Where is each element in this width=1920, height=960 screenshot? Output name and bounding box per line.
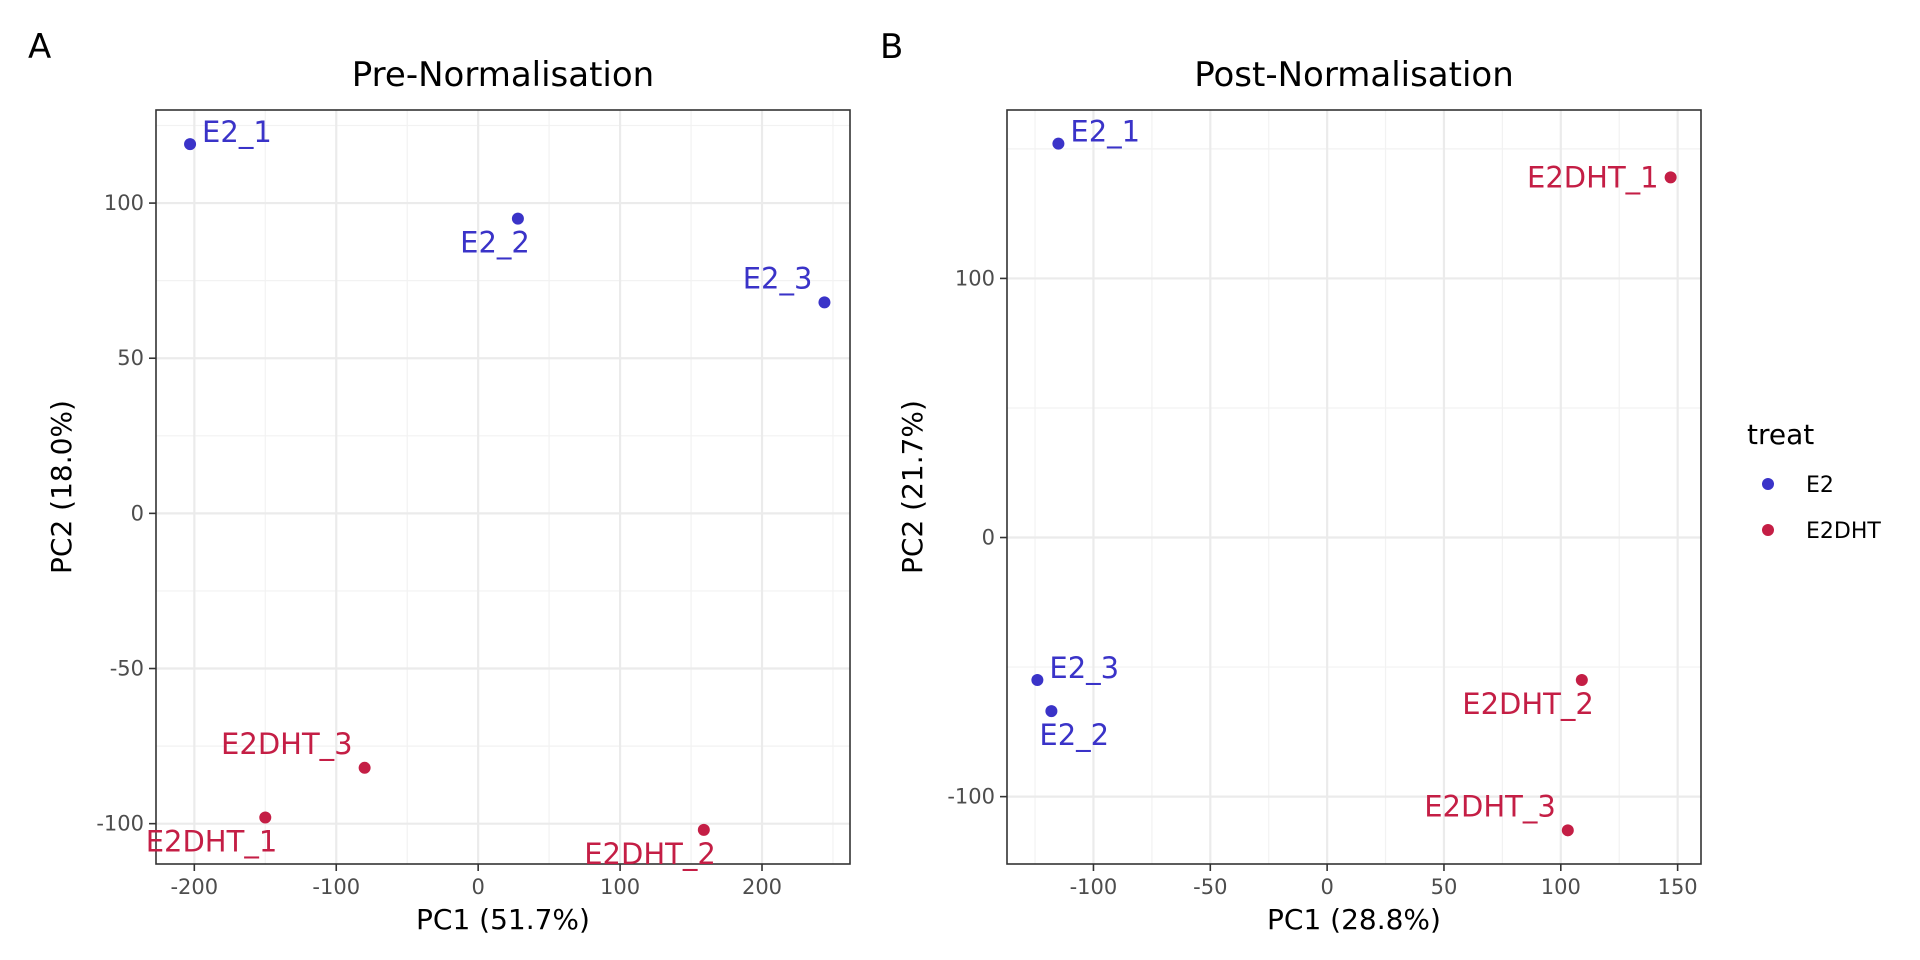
legend-marker-e2dht bbox=[1762, 524, 1774, 536]
point-label-e2-3: E2_3 bbox=[1049, 651, 1119, 685]
point-label-e2dht-3: E2DHT_3 bbox=[1424, 789, 1556, 823]
panel-a-y-tick-label: 50 bbox=[117, 346, 144, 370]
point-e2dht-3 bbox=[358, 761, 371, 774]
point-e2dht-1 bbox=[1664, 171, 1677, 184]
point-label-e2-1: E2_1 bbox=[1070, 115, 1140, 149]
point-e2-3 bbox=[1031, 674, 1044, 687]
panel-a-y-tick-label: 0 bbox=[131, 501, 144, 525]
panel-b-title: Post-Normalisation bbox=[1194, 55, 1514, 95]
legend-label-e2: E2 bbox=[1806, 473, 1834, 498]
panel-a-frame bbox=[155, 109, 851, 865]
panel-a-title: Pre-Normalisation bbox=[352, 55, 654, 95]
legend-marker-e2 bbox=[1762, 478, 1774, 490]
panel-b-y-tick-label: 0 bbox=[982, 526, 995, 550]
panel-a-y-tick-label: 100 bbox=[104, 191, 144, 215]
panel-a-x-tick-label: 100 bbox=[600, 875, 640, 899]
point-e2dht-1 bbox=[259, 811, 272, 824]
point-label-e2dht-3: E2DHT_3 bbox=[221, 727, 353, 761]
point-e2-3 bbox=[818, 296, 831, 309]
point-e2dht-2 bbox=[1575, 674, 1588, 687]
legend: treat E2 E2DHT bbox=[1747, 418, 1881, 544]
panel-a-y-tick-label: -50 bbox=[110, 657, 144, 681]
panel-a-y-axis-title: PC2 (18.0%) bbox=[45, 400, 78, 574]
panel-b-x-tick-label: -50 bbox=[1193, 875, 1227, 899]
panel-a-x-tick-label: 200 bbox=[742, 875, 782, 899]
point-label-e2-2: E2_2 bbox=[1039, 718, 1109, 752]
panel-a-x-tick-label: -100 bbox=[312, 875, 360, 899]
panel-b-x-tick-label: 100 bbox=[1541, 875, 1581, 899]
panel-b-y-axis-title: PC2 (21.7%) bbox=[896, 400, 929, 574]
point-e2-1 bbox=[184, 138, 197, 151]
panel-b: B Post-Normalisation -100 -50 0 50 100 150 -100 0… bbox=[880, 27, 1702, 936]
panel-a-x-tick-label: -200 bbox=[170, 875, 218, 899]
panel-b-frame bbox=[1006, 109, 1702, 865]
legend-label-e2dht: E2DHT bbox=[1806, 519, 1881, 544]
point-e2-2 bbox=[511, 212, 524, 225]
point-label-e2dht-1: E2DHT_1 bbox=[146, 824, 278, 858]
point-label-e2-2: E2_2 bbox=[460, 226, 530, 260]
point-e2dht-2 bbox=[697, 823, 710, 836]
panel-b-y-tick-label: 100 bbox=[955, 266, 995, 290]
legend-title: treat bbox=[1747, 418, 1814, 451]
point-label-e2dht-2: E2DHT_2 bbox=[584, 837, 716, 871]
panel-b-y-tick-label: -100 bbox=[947, 785, 995, 809]
point-label-e2dht-1: E2DHT_1 bbox=[1527, 160, 1659, 194]
panel-b-x-tick-label: 150 bbox=[1658, 875, 1698, 899]
panel-a-x-axis-title: PC1 (51.7%) bbox=[416, 903, 590, 936]
point-label-e2dht-2: E2DHT_2 bbox=[1462, 687, 1594, 721]
point-e2-1 bbox=[1052, 137, 1065, 150]
panel-a: A Pre-Normalisation -200 -100 0 100 200 -100 -50… bbox=[28, 27, 851, 936]
panel-a-letter: A bbox=[28, 27, 51, 67]
panel-a-y-tick-label: -100 bbox=[96, 812, 144, 836]
point-label-e2-3: E2_3 bbox=[743, 261, 813, 295]
point-label-e2-1: E2_1 bbox=[202, 115, 272, 149]
panel-b-x-tick-label: -100 bbox=[1070, 875, 1118, 899]
point-e2-2 bbox=[1045, 705, 1058, 718]
panel-a-x-tick-label: 0 bbox=[471, 875, 484, 899]
panel-b-x-axis-title: PC1 (28.8%) bbox=[1267, 903, 1441, 936]
panel-b-letter: B bbox=[880, 27, 903, 67]
panel-b-x-tick-label: 0 bbox=[1320, 875, 1333, 899]
panel-b-x-tick-label: 50 bbox=[1431, 875, 1458, 899]
point-e2dht-3 bbox=[1561, 824, 1574, 837]
